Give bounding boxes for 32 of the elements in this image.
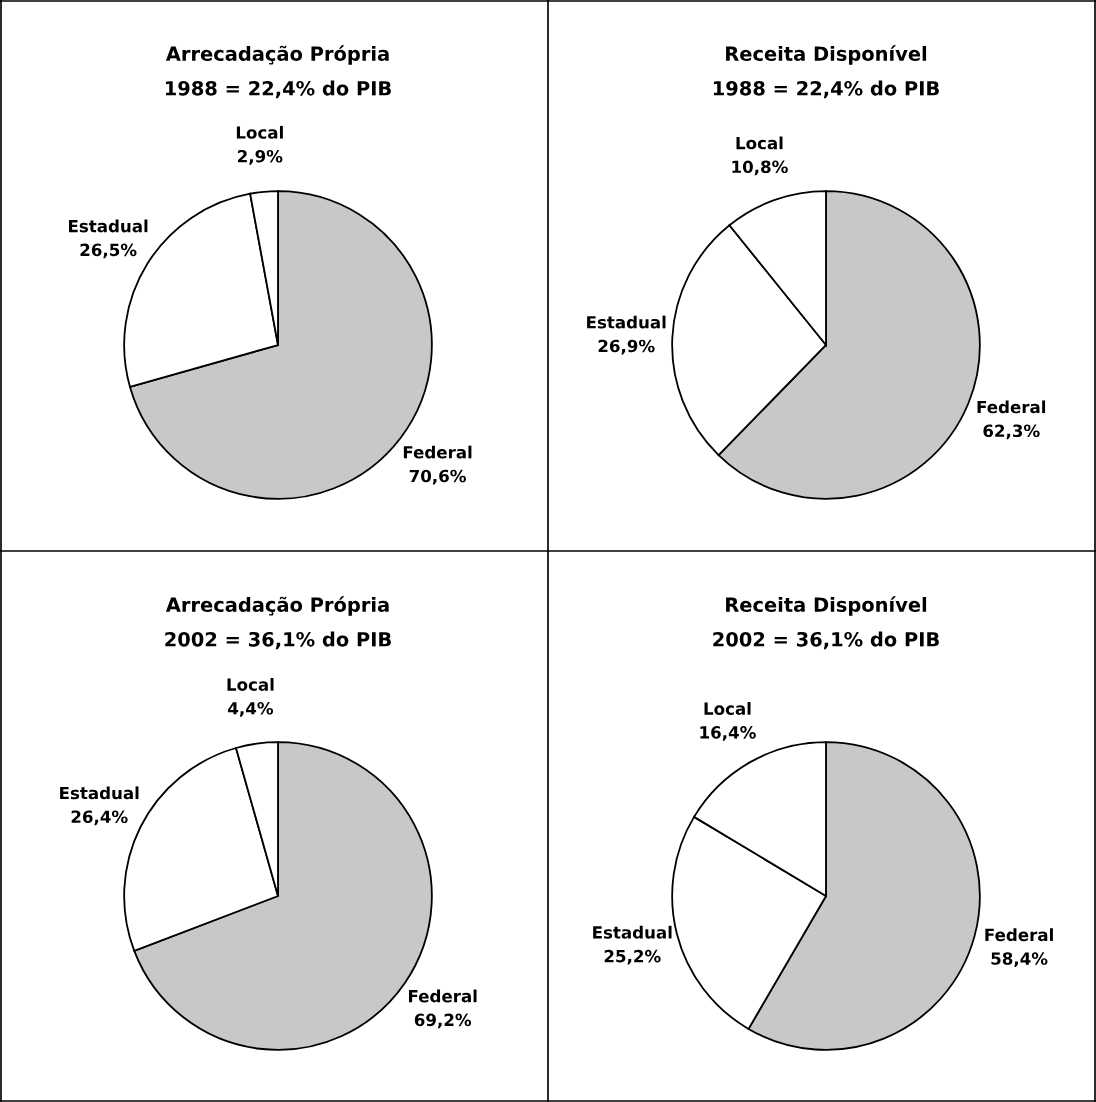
slice-label: Local — [236, 125, 283, 139]
data-label: 26,9% — [598, 339, 655, 355]
data-label: 10,8% — [732, 160, 788, 176]
data-label: 69,2% — [414, 1013, 472, 1029]
chart-title: Receita Disponível — [726, 45, 927, 65]
slice-label: Local — [736, 136, 783, 150]
chart-subtitle: 1988 = 22,4% do PIB — [165, 80, 391, 99]
data-label: 58,4% — [991, 952, 1048, 967]
data-label: 62,3% — [983, 424, 1040, 440]
data-label: 25,2% — [604, 949, 661, 965]
slice-label: Estadual — [587, 315, 666, 329]
data-label: 26,4% — [71, 810, 128, 826]
chart-subtitle: 2002 = 36,1% do PIB — [165, 631, 391, 650]
slice-label: Local — [227, 677, 274, 691]
slice-label: Federal — [409, 989, 477, 1003]
slice-label: Federal — [985, 928, 1053, 942]
slice-label: Estadual — [593, 925, 672, 939]
slice-label: Estadual — [60, 786, 139, 800]
slice-label: Federal — [977, 400, 1046, 414]
chart-subtitle: 2002 = 36,1% do PIB — [713, 631, 939, 650]
data-label: 70,6% — [409, 469, 466, 485]
data-label: 26,5% — [80, 243, 137, 259]
chart-title: Receita Disponível — [726, 596, 927, 616]
data-label: 16,4% — [700, 726, 756, 741]
slice-label: Local — [704, 702, 751, 715]
chart-title: Arrecadação Própria — [165, 45, 389, 65]
chart-title: Arrecadação Própria — [165, 596, 389, 616]
chart-subtitle: 1988 = 22,4% do PIB — [713, 80, 939, 99]
data-label: 2,9% — [238, 149, 283, 165]
slice-label: Federal — [403, 445, 472, 459]
slice-label: Estadual — [69, 219, 148, 233]
data-label: 4,4% — [228, 702, 274, 717]
